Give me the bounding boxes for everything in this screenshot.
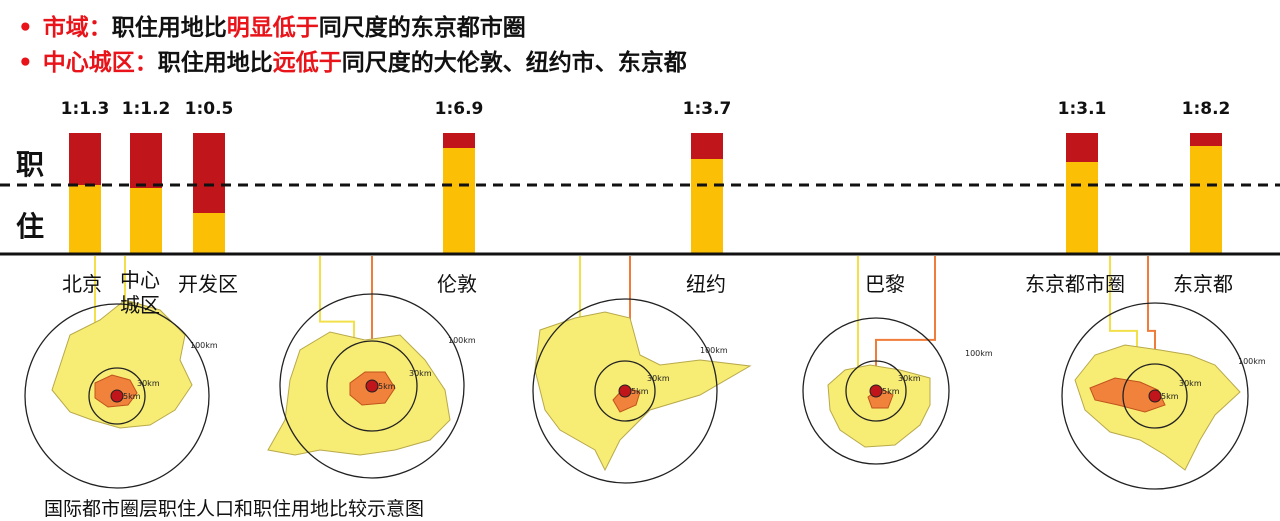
ratio-label: 1:1.2 [121, 99, 171, 119]
heading-1-label: 市域： [42, 15, 112, 41]
heading-1-text-b: 同尺度的东京都市圈 [318, 15, 526, 41]
bar-segment-housing [443, 148, 475, 253]
ring-30km [845, 360, 907, 422]
label-100km: 100km [190, 341, 218, 350]
bar-segment-housing [1066, 162, 1098, 253]
bullet-dot: • [18, 15, 33, 41]
label-30km: 30km [137, 379, 160, 388]
bar-segment-housing [69, 185, 101, 253]
heading-2-label: 中心城区： [42, 50, 158, 76]
ring-100km [279, 293, 465, 479]
ratio-label: 1:3.1 [1057, 99, 1107, 119]
city-label-devzone: 开发区 [178, 272, 238, 296]
label-100km: 100km [448, 336, 476, 345]
label-5km: 5km [882, 387, 900, 396]
ratio-bar [69, 133, 101, 253]
bar-segment-jobs [193, 133, 225, 213]
label-100km: 100km [700, 346, 728, 355]
housing-axis-label: 住 [16, 210, 45, 243]
jobs-axis-label: 职 [16, 148, 45, 181]
connector-line [875, 256, 936, 386]
ratio-label: 1:1.3 [60, 99, 110, 119]
ring-100km [24, 303, 210, 489]
heading-2-text-b: 同尺度的大伦敦、纽约市、东京都 [341, 50, 687, 76]
label-100km: 100km [1238, 357, 1266, 366]
ring-5km [618, 384, 632, 398]
ratio-bar [1190, 133, 1222, 253]
city-region-shape [51, 299, 193, 429]
ratio-bar [193, 133, 225, 253]
ring-5km [1148, 389, 1162, 403]
city-core-shape [1089, 377, 1166, 413]
heading-1-highlight: 明显低于 [226, 15, 319, 41]
city-label-center: 中心 城区 [120, 268, 160, 318]
ratio-bar [130, 133, 162, 253]
bar-segment-jobs [130, 133, 162, 188]
ring-30km [594, 360, 656, 422]
ring-5km [869, 384, 883, 398]
city-label-tokyo: 东京都 [1173, 272, 1233, 296]
ring-5km [110, 389, 124, 403]
heading-1-text-a: 职住用地比 [111, 15, 227, 41]
bar-segment-housing [1190, 146, 1222, 253]
label-5km: 5km [378, 382, 396, 391]
city-label-newyork: 纽约 [686, 272, 726, 296]
figure-caption: 国际都市圈层职住人口和职住用地比较示意图 [44, 498, 425, 520]
bar-segment-jobs [1190, 133, 1222, 147]
ratio-label: 1:6.9 [434, 99, 484, 119]
ring-30km [326, 340, 418, 432]
heading-2-highlight: 远低于 [272, 50, 342, 76]
ring-100km [1061, 302, 1249, 490]
label-30km: 30km [409, 369, 432, 378]
heading-line-2: • 中心城区：职住用地比远低于同尺度的大伦敦、纽约市、东京都 [18, 43, 687, 77]
heading-line-1: • 市域：职住用地比明显低于同尺度的东京都市圈 [18, 8, 526, 42]
ratio-bar [1066, 133, 1098, 253]
bar-segment-jobs [691, 133, 723, 159]
ratio-bar [691, 133, 723, 253]
ring-30km [1122, 363, 1188, 429]
ring-30km [88, 367, 146, 425]
city-label-beijing: 北京 [62, 272, 102, 296]
ring-100km [532, 298, 718, 484]
ratio-label: 1:3.7 [682, 99, 732, 119]
city-label-center-line1: 中心 [120, 268, 160, 292]
bar-segment-housing [130, 187, 162, 253]
label-30km: 30km [647, 374, 670, 383]
label-5km: 5km [123, 392, 141, 401]
city-label-london: 伦敦 [437, 272, 477, 296]
ring-100km [802, 317, 950, 465]
ring-5km [365, 379, 379, 393]
city-region-shape [534, 311, 752, 472]
bullet-dot: • [18, 50, 33, 76]
city-label-tokyo-metro: 东京都市圈 [1025, 272, 1125, 296]
bar-segment-jobs [1066, 133, 1098, 163]
label-5km: 5km [1161, 392, 1179, 401]
heading-2-text-a: 职住用地比 [157, 50, 273, 76]
label-5km: 5km [631, 387, 649, 396]
bar-segment-jobs [443, 133, 475, 149]
bar-segment-jobs [69, 133, 101, 186]
bar-segment-housing [193, 213, 225, 253]
ratio-label: 1:0.5 [184, 99, 234, 119]
bar-segment-housing [691, 158, 723, 253]
label-100km: 100km [965, 349, 993, 358]
ratio-label: 1:8.2 [1181, 99, 1231, 119]
city-label-paris: 巴黎 [865, 272, 905, 296]
city-label-center-line2: 城区 [120, 293, 160, 317]
ratio-bar [443, 133, 475, 253]
label-30km: 30km [1179, 379, 1202, 388]
label-30km: 30km [898, 374, 921, 383]
